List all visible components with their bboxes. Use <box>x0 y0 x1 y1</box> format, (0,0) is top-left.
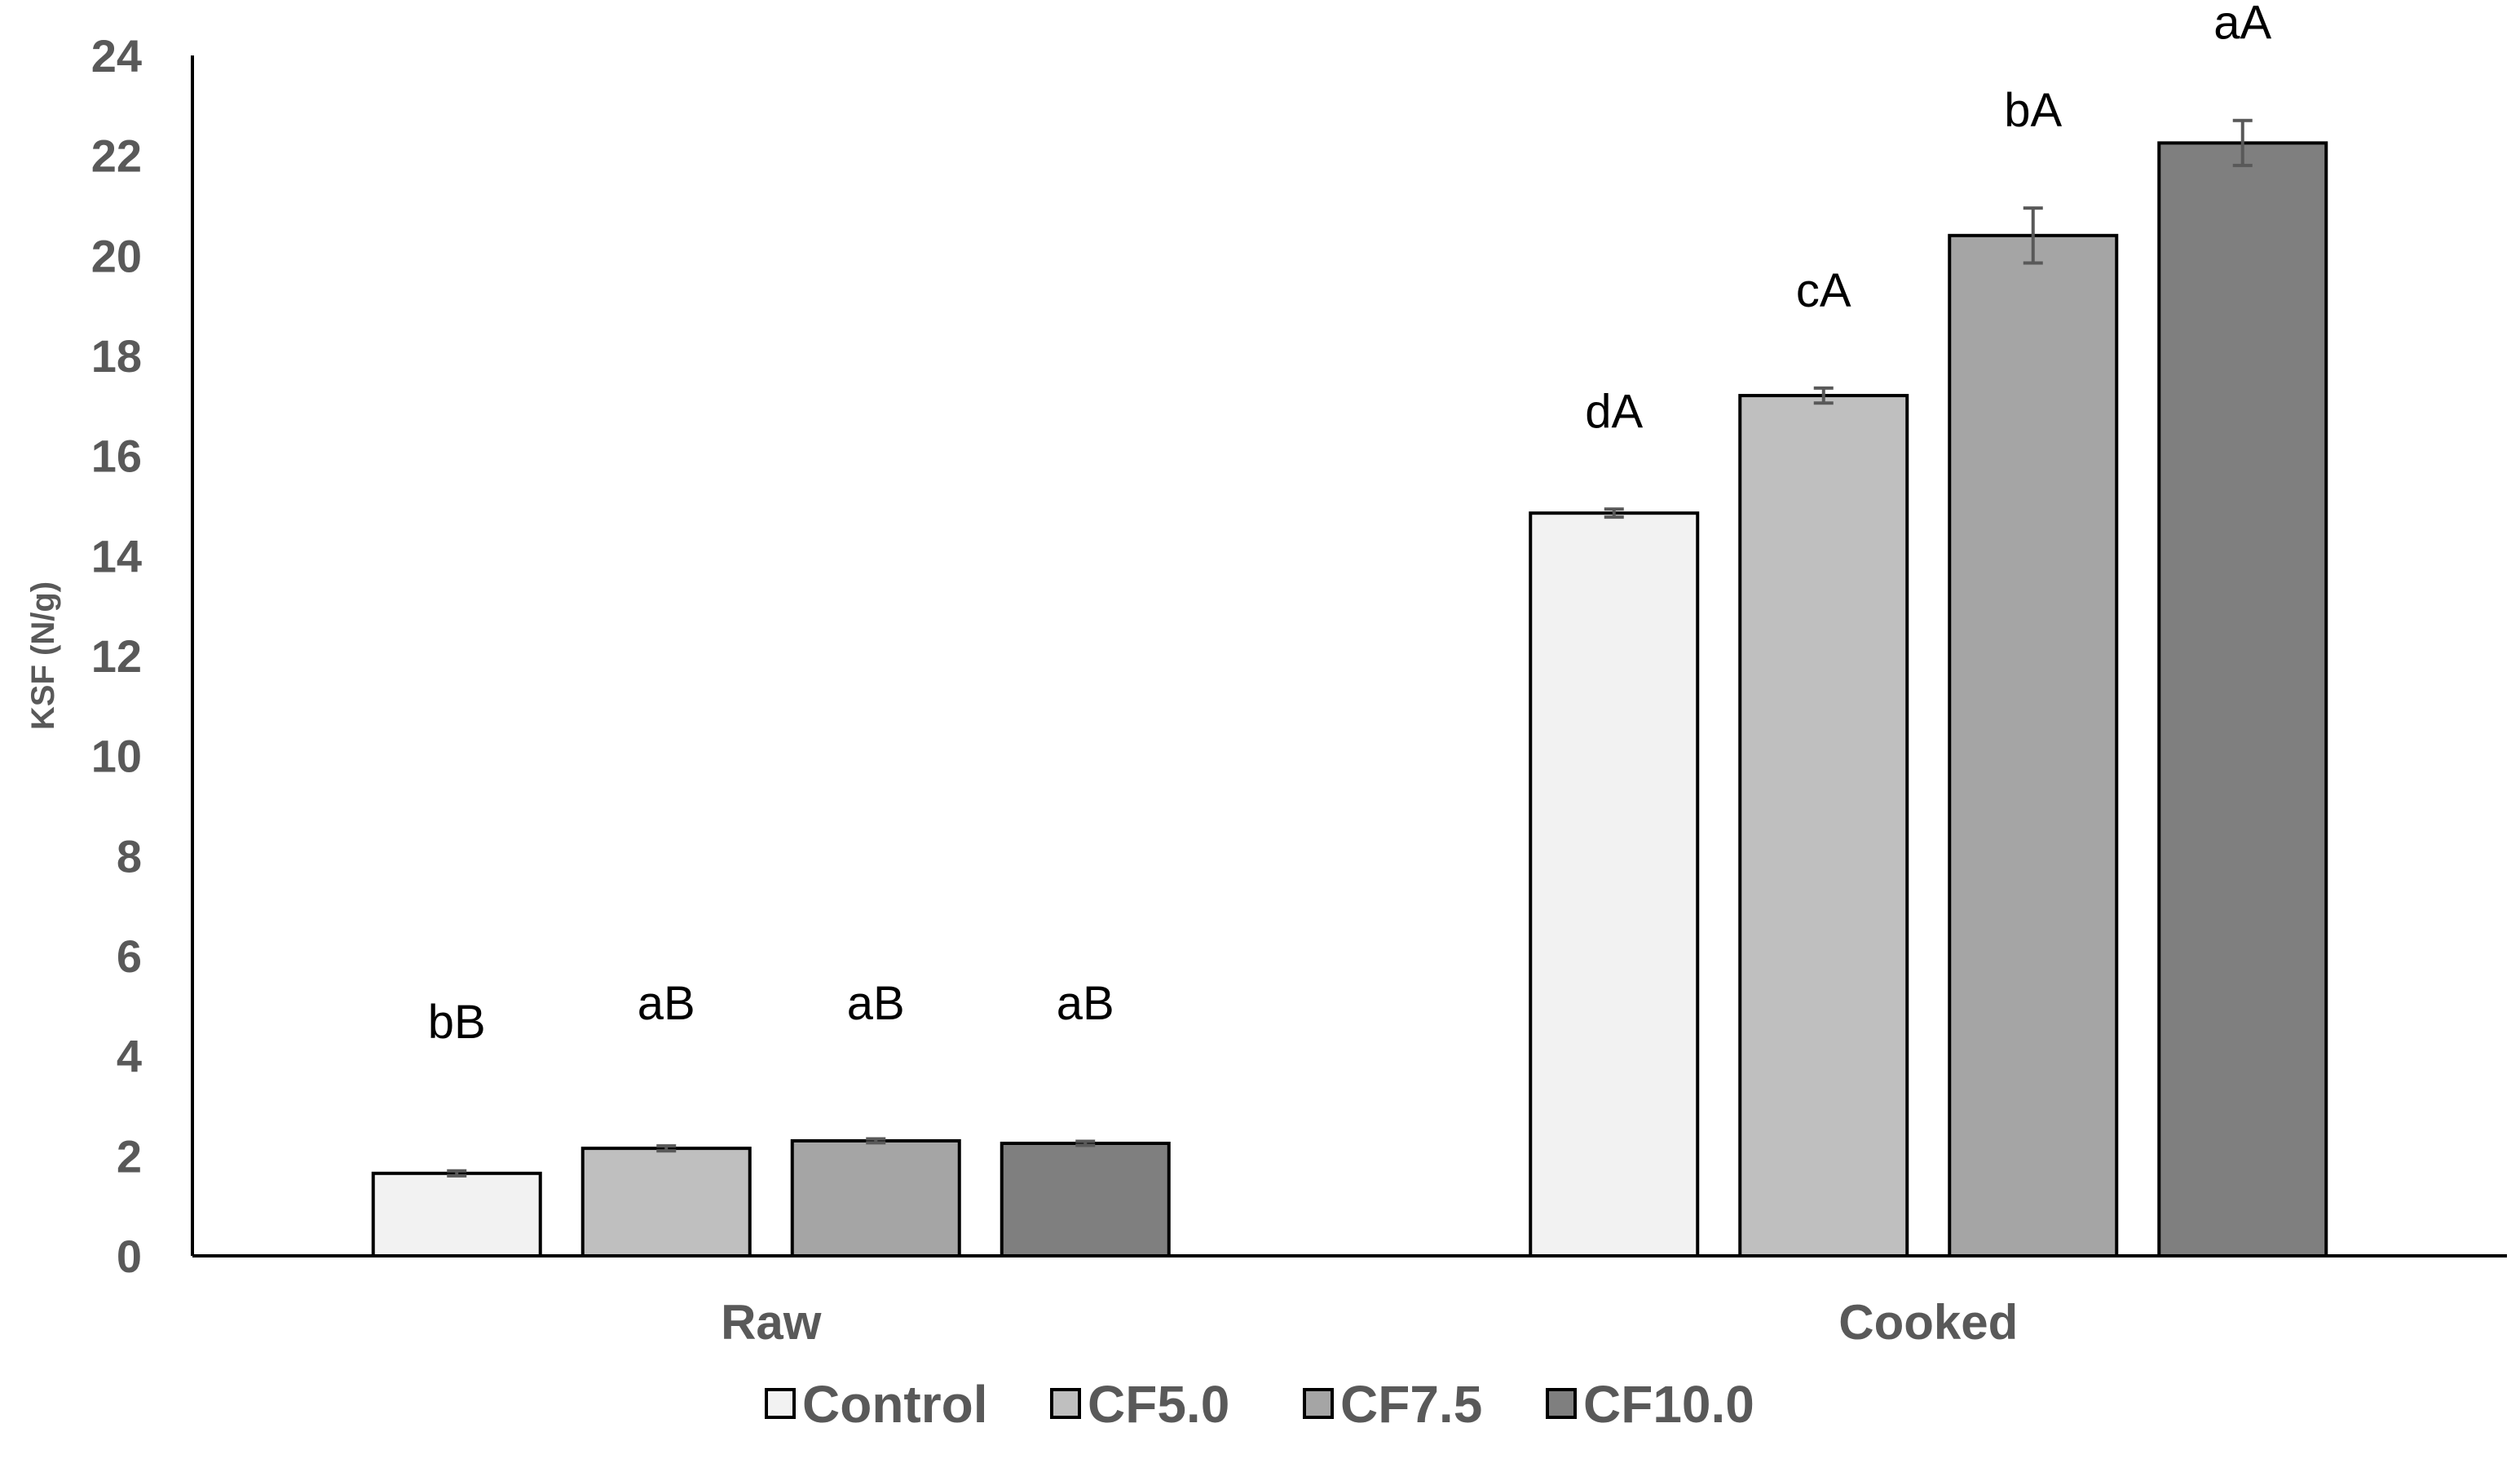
bar-cf10-0-cooked <box>2157 141 2328 1257</box>
bar-data-label: dA <box>1585 385 1643 438</box>
y-tick-label: 24 <box>91 30 142 82</box>
legend: Control CF5.0 CF7.5 CF10.0 <box>765 1375 1754 1434</box>
bar-data-label: aB <box>1057 977 1114 1030</box>
bars <box>371 141 2328 1258</box>
error-bar <box>656 1144 677 1153</box>
bar-control-cooked <box>1529 511 1700 1257</box>
error-bar <box>1075 1139 1096 1147</box>
bar-labels: bB aB aB aB dA cA bA aA <box>428 0 2272 1049</box>
legend-swatch <box>765 1388 796 1419</box>
bar-cf7-5-raw <box>790 1138 961 1258</box>
bar-data-label: bA <box>2004 84 2062 137</box>
legend-entry-label: CF7.5 <box>1340 1375 1482 1434</box>
error-bar <box>2232 118 2253 167</box>
error-bar <box>447 1169 467 1178</box>
x-category-label: Raw <box>721 1295 822 1350</box>
y-tick-label: 4 <box>117 1031 142 1082</box>
y-tick-label: 8 <box>117 830 142 882</box>
error-bars <box>447 118 2253 1178</box>
error-bar <box>866 1137 886 1145</box>
legend-swatch <box>1303 1388 1334 1419</box>
legend-swatch <box>1546 1388 1577 1419</box>
y-tick-label: 0 <box>117 1231 142 1282</box>
y-tick-label: 14 <box>91 530 142 581</box>
bar-data-label: aB <box>638 977 695 1030</box>
bar-cf10-0-raw <box>1000 1142 1171 1257</box>
legend-swatch <box>1050 1388 1081 1419</box>
bar-data-label: aB <box>847 977 905 1030</box>
y-tick-label: 6 <box>117 930 142 982</box>
bar-data-label: aA <box>2213 0 2271 50</box>
error-bar <box>2023 206 2043 265</box>
error-bar <box>1813 386 1834 405</box>
legend-entry-label: CF5.0 <box>1088 1375 1229 1434</box>
bar-data-label: cA <box>1796 264 1851 317</box>
bar-control-raw <box>371 1171 542 1258</box>
y-tick-label: 16 <box>91 431 142 482</box>
y-tick-label: 12 <box>91 630 142 682</box>
bar-cf5-0-raw <box>580 1147 752 1257</box>
bar-data-label: bB <box>428 996 486 1049</box>
y-axis-label: KSF (N/g) <box>25 581 61 730</box>
x-category-label: Cooked <box>1838 1295 2018 1350</box>
legend-entry-label: CF10.0 <box>1583 1375 1754 1434</box>
y-tick-label: 2 <box>117 1130 142 1182</box>
error-bar <box>1604 507 1624 519</box>
bar-cf7-5-cooked <box>1948 233 2119 1257</box>
bar-cf5-0-cooked <box>1738 394 1909 1258</box>
y-tick-label: 18 <box>91 330 142 382</box>
y-tick-label: 22 <box>91 130 142 182</box>
legend-entry-label: Control <box>802 1375 988 1434</box>
y-tick-label: 10 <box>91 731 142 782</box>
x-axis-categories: Raw Cooked <box>721 1295 2018 1350</box>
y-tick-label: 20 <box>91 230 142 281</box>
